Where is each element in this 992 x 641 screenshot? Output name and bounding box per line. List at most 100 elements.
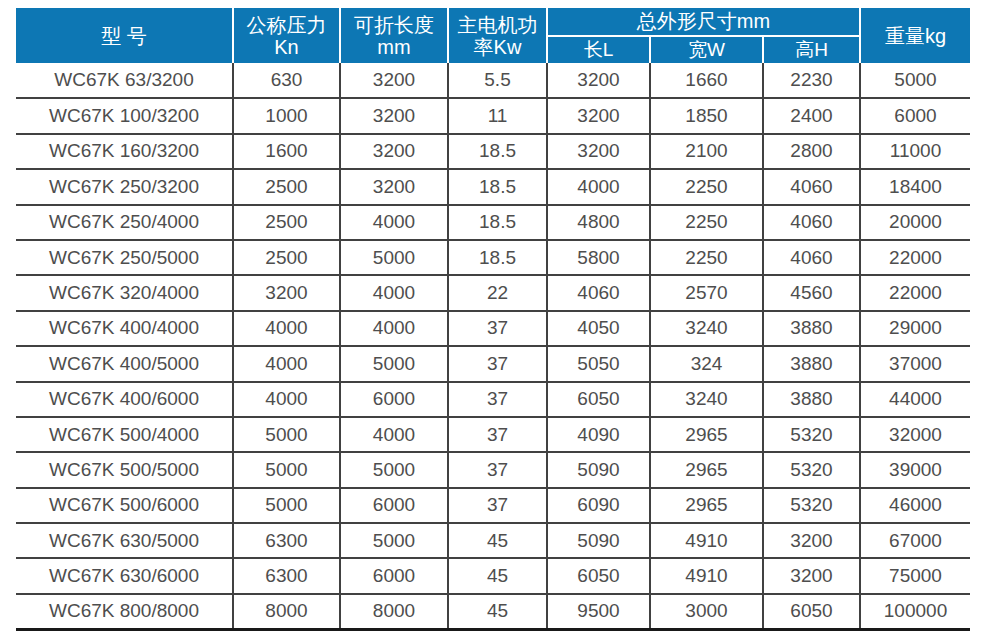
cell-pressure: 5000 <box>233 417 340 452</box>
table-row: WC67K 400/6000 4000 6000 37 6050 3240 38… <box>16 382 970 417</box>
cell-model: WC67K 63/3200 <box>16 63 233 98</box>
cell-dim-width: 3240 <box>650 311 763 346</box>
cell-pressure: 5000 <box>233 488 340 523</box>
cell-pressure: 4000 <box>233 311 340 346</box>
cell-dim-width: 324 <box>650 346 763 381</box>
cell-dim-height: 4060 <box>763 240 860 275</box>
cell-fold-length: 3200 <box>340 134 448 169</box>
cell-dim-length: 6050 <box>547 382 650 417</box>
cell-weight: 22000 <box>860 240 970 275</box>
cell-pressure: 8000 <box>233 594 340 629</box>
cell-motor-power: 18.5 <box>448 169 547 204</box>
cell-weight: 37000 <box>860 346 970 381</box>
cell-motor-power: 37 <box>448 311 547 346</box>
table-row: WC67K 500/4000 5000 4000 37 4090 2965 53… <box>16 417 970 452</box>
cell-model: WC67K 630/6000 <box>16 558 233 593</box>
cell-dim-length: 9500 <box>547 594 650 629</box>
cell-motor-power: 18.5 <box>448 205 547 240</box>
col-header-motor-power-line2: 率Kw <box>449 36 546 58</box>
cell-model: WC67K 320/4000 <box>16 275 233 310</box>
cell-weight: 29000 <box>860 311 970 346</box>
cell-dim-width: 3000 <box>650 594 763 629</box>
cell-model: WC67K 400/6000 <box>16 382 233 417</box>
table-row: WC67K 630/6000 6300 6000 45 6050 4910 32… <box>16 558 970 593</box>
cell-model: WC67K 250/5000 <box>16 240 233 275</box>
cell-motor-power: 18.5 <box>448 134 547 169</box>
cell-motor-power: 45 <box>448 523 547 558</box>
col-header-motor-power: 主电机功 率Kw <box>448 8 547 63</box>
cell-dim-height: 2800 <box>763 134 860 169</box>
cell-fold-length: 6000 <box>340 488 448 523</box>
cell-dim-width: 2965 <box>650 488 763 523</box>
cell-motor-power: 37 <box>448 346 547 381</box>
cell-motor-power: 37 <box>448 382 547 417</box>
col-header-weight: 重量kg <box>860 8 970 63</box>
cell-dim-length: 4050 <box>547 311 650 346</box>
cell-dim-length: 5800 <box>547 240 650 275</box>
table-row: WC67K 250/5000 2500 5000 18.5 5800 2250 … <box>16 240 970 275</box>
cell-weight: 100000 <box>860 594 970 629</box>
table-row: WC67K 400/4000 4000 4000 37 4050 3240 38… <box>16 311 970 346</box>
table-row: WC67K 500/5000 5000 5000 37 5090 2965 53… <box>16 452 970 487</box>
cell-dim-height: 3880 <box>763 346 860 381</box>
col-header-motor-power-line1: 主电机功 <box>449 14 546 36</box>
cell-motor-power: 18.5 <box>448 240 547 275</box>
cell-weight: 46000 <box>860 488 970 523</box>
cell-pressure: 3200 <box>233 275 340 310</box>
cell-dim-height: 5320 <box>763 488 860 523</box>
table-row: WC67K 630/5000 6300 5000 45 5090 4910 32… <box>16 523 970 558</box>
cell-fold-length: 5000 <box>340 346 448 381</box>
cell-fold-length: 4000 <box>340 205 448 240</box>
cell-weight: 5000 <box>860 63 970 98</box>
table-row: WC67K 320/4000 3200 4000 22 4060 2570 45… <box>16 275 970 310</box>
cell-dim-height: 5320 <box>763 452 860 487</box>
cell-dim-width: 2250 <box>650 169 763 204</box>
cell-motor-power: 37 <box>448 417 547 452</box>
cell-weight: 22000 <box>860 275 970 310</box>
cell-weight: 6000 <box>860 98 970 133</box>
cell-weight: 75000 <box>860 558 970 593</box>
cell-dim-length: 5050 <box>547 346 650 381</box>
cell-dim-length: 5090 <box>547 452 650 487</box>
cell-pressure: 630 <box>233 63 340 98</box>
cell-model: WC67K 500/4000 <box>16 417 233 452</box>
cell-dim-height: 4560 <box>763 275 860 310</box>
col-header-model-label: 型 号 <box>16 25 232 47</box>
col-header-fold-length: 可折长度 mm <box>340 8 448 63</box>
col-header-overall-dimensions: 总外形尺寸mm <box>547 8 860 36</box>
col-header-fold-length-line2: mm <box>341 36 447 58</box>
cell-model: WC67K 400/5000 <box>16 346 233 381</box>
cell-dim-width: 1850 <box>650 98 763 133</box>
cell-pressure: 6300 <box>233 558 340 593</box>
cell-dim-height: 3200 <box>763 523 860 558</box>
cell-model: WC67K 800/8000 <box>16 594 233 629</box>
cell-dim-width: 1660 <box>650 63 763 98</box>
cell-dim-length: 4000 <box>547 169 650 204</box>
spec-table-container: 型 号 公称压力 Kn 可折长度 mm 主电机功 率Kw 总外形尺寸mm 重量k… <box>16 8 970 631</box>
cell-fold-length: 5000 <box>340 452 448 487</box>
cell-motor-power: 5.5 <box>448 63 547 98</box>
table-row: WC67K 100/3200 1000 3200 11 3200 1850 24… <box>16 98 970 133</box>
cell-pressure: 2500 <box>233 240 340 275</box>
cell-dim-width: 2965 <box>650 417 763 452</box>
cell-dim-height: 3200 <box>763 558 860 593</box>
col-header-dim-length: 长L <box>547 36 650 63</box>
cell-dim-length: 6050 <box>547 558 650 593</box>
cell-dim-width: 2250 <box>650 240 763 275</box>
cell-dim-height: 5320 <box>763 417 860 452</box>
cell-fold-length: 5000 <box>340 240 448 275</box>
cell-model: WC67K 250/3200 <box>16 169 233 204</box>
cell-pressure: 1600 <box>233 134 340 169</box>
cell-dim-width: 2965 <box>650 452 763 487</box>
cell-pressure: 5000 <box>233 452 340 487</box>
cell-model: WC67K 500/6000 <box>16 488 233 523</box>
table-row: WC67K 250/4000 2500 4000 18.5 4800 2250 … <box>16 205 970 240</box>
spec-table: 型 号 公称压力 Kn 可折长度 mm 主电机功 率Kw 总外形尺寸mm 重量k… <box>16 8 970 631</box>
cell-motor-power: 11 <box>448 98 547 133</box>
cell-dim-height: 4060 <box>763 169 860 204</box>
cell-fold-length: 3200 <box>340 63 448 98</box>
cell-dim-height: 2400 <box>763 98 860 133</box>
table-header: 型 号 公称压力 Kn 可折长度 mm 主电机功 率Kw 总外形尺寸mm 重量k… <box>16 8 970 63</box>
cell-fold-length: 8000 <box>340 594 448 629</box>
cell-weight: 11000 <box>860 134 970 169</box>
